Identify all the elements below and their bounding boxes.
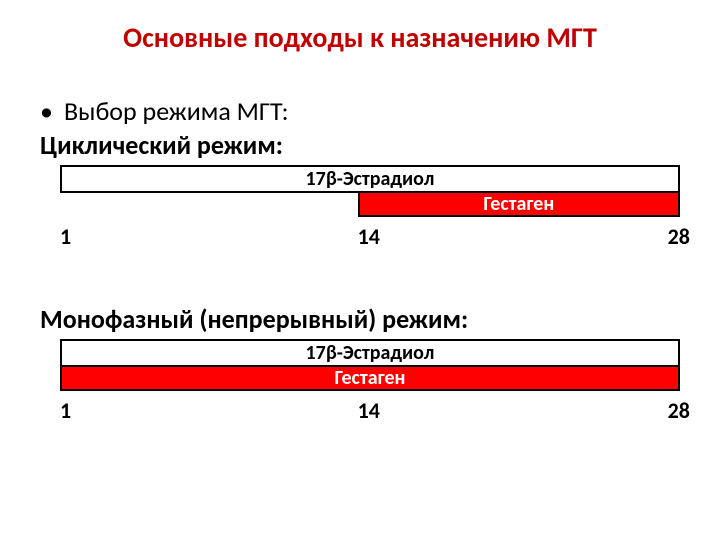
bullet-dot-icon: • bbox=[40, 95, 64, 127]
bullet-mode-choice: • Выбор режима МГТ: bbox=[40, 95, 680, 127]
cyclic-gestagen-bar: Гестаген bbox=[358, 191, 680, 217]
mono-tick-1: 1 bbox=[60, 397, 71, 424]
mono-timeline: 17β-Эстрадиол Гестаген 1 14 28 bbox=[60, 339, 680, 427]
spacer bbox=[40, 253, 680, 303]
mono-estradiol-label: 17β-Эстрадиол bbox=[306, 341, 435, 365]
cyclic-heading: Циклический режим: bbox=[40, 129, 680, 161]
mono-bars: 17β-Эстрадиол Гестаген bbox=[60, 339, 680, 391]
mono-estradiol-bar: 17β-Эстрадиол bbox=[60, 339, 680, 367]
mono-tick-14: 14 bbox=[358, 397, 380, 424]
bullet-text: Выбор режима МГТ: bbox=[64, 95, 289, 127]
slide-title: Основные подходы к назначению МГТ bbox=[40, 20, 680, 55]
slide: Основные подходы к назначению МГТ • Выбо… bbox=[0, 0, 720, 540]
cyclic-timeline: 17β-Эстрадиол Гестаген 1 14 28 bbox=[60, 165, 680, 253]
mono-gestagen-bar: Гестаген bbox=[60, 365, 680, 391]
cyclic-tick-28: 28 bbox=[668, 223, 690, 250]
cyclic-tick-14: 14 bbox=[358, 223, 380, 250]
cyclic-estradiol-label: 17β-Эстрадиол bbox=[306, 167, 435, 191]
mono-axis: 1 14 28 bbox=[60, 397, 680, 427]
cyclic-tick-1: 1 bbox=[60, 223, 71, 250]
cyclic-bars: 17β-Эстрадиол Гестаген bbox=[60, 165, 680, 217]
cyclic-gestagen-label: Гестаген bbox=[483, 192, 554, 216]
mono-heading: Монофазный (непрерывный) режим: bbox=[40, 303, 680, 335]
cyclic-estradiol-bar: 17β-Эстрадиол bbox=[60, 165, 680, 193]
mono-tick-28: 28 bbox=[668, 397, 690, 424]
cyclic-axis: 1 14 28 bbox=[60, 223, 680, 253]
spacer bbox=[40, 55, 680, 95]
mono-gestagen-label: Гестаген bbox=[335, 366, 406, 390]
